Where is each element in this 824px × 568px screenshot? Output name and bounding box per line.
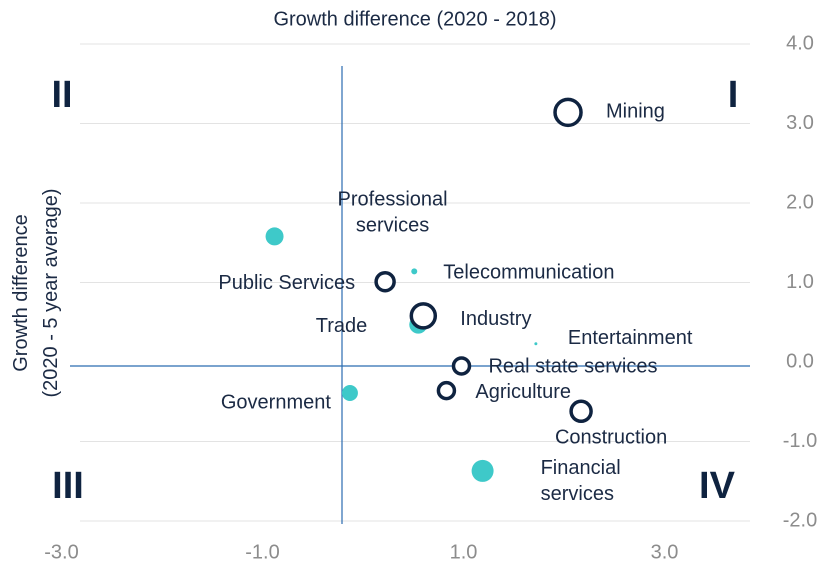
quadrant-label: IV	[699, 465, 736, 507]
bubble	[451, 356, 472, 376]
bubble	[569, 399, 593, 424]
y-tick-label: 4.0	[786, 32, 814, 54]
bubble	[436, 380, 457, 401]
bubble	[534, 342, 538, 346]
point-label: Trade	[316, 315, 368, 337]
quadrant-label: II	[51, 74, 72, 116]
bubble	[411, 268, 418, 275]
bubble	[341, 385, 358, 402]
bubble	[471, 459, 494, 482]
point-label: Agriculture	[475, 381, 571, 403]
bubble	[265, 227, 284, 246]
bubble	[409, 302, 438, 330]
x-tick-label: 1.0	[450, 541, 478, 563]
point-label: Financial services	[541, 457, 621, 505]
y-tick-label: 2.0	[786, 191, 814, 213]
point-label: Industry	[460, 308, 531, 330]
point-label: Public Services	[218, 272, 355, 294]
y-tick-label: -1.0	[783, 430, 817, 452]
quadrant-label: I	[728, 74, 739, 116]
point-label: Entertainment	[568, 327, 693, 349]
y-tick-label: 3.0	[786, 112, 814, 134]
y-tick-label: 1.0	[786, 271, 814, 293]
point-label: Telecommunication	[443, 262, 614, 284]
point-label: Mining	[606, 101, 665, 123]
x-tick-label: 3.0	[651, 541, 679, 563]
x-tick-label: -1.0	[245, 541, 279, 563]
x-tick-label: -3.0	[44, 541, 78, 563]
point-label: Construction	[555, 427, 667, 449]
y-tick-label: 0.0	[786, 350, 814, 372]
point-label: Government	[221, 391, 331, 413]
point-label: Real state services	[488, 355, 657, 377]
bubble	[374, 270, 396, 293]
y-axis-title: Growth difference (2020 - 5 year average)	[10, 188, 62, 397]
chart-title: Growth difference (2020 - 2018)	[273, 8, 556, 30]
y-tick-label: -2.0	[783, 509, 817, 531]
bubble	[553, 97, 583, 128]
quadrant-label: III	[52, 465, 84, 507]
point-label: Professional services	[338, 189, 448, 237]
